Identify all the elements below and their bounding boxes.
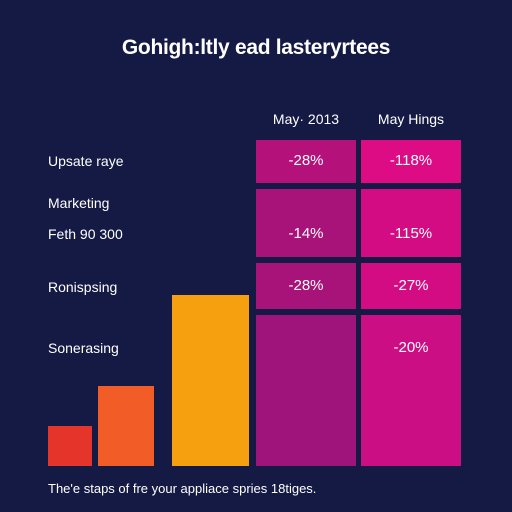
cell-2-2: -115% <box>361 189 461 257</box>
row-label-feth: Feth 90 300 <box>48 226 123 242</box>
bar-large <box>172 295 249 466</box>
cell-1-1: -28% <box>256 140 356 183</box>
cell-3-2: -27% <box>361 263 461 309</box>
bar-medium <box>98 386 154 466</box>
cell-2-1-value: -14% <box>288 225 324 242</box>
column-header-1: May· 2013 <box>272 111 340 127</box>
cell-2-2-value: -115% <box>389 225 433 242</box>
cell-2-1: -14% <box>256 189 356 257</box>
cell-3-2-value: -27% <box>393 277 429 294</box>
cell-3-1: -28% <box>256 263 356 309</box>
cell-4-2: -20% <box>361 315 461 466</box>
row-label-upsate-raye: Upsate raye <box>48 153 124 169</box>
cell-3-1-value: -28% <box>288 277 324 294</box>
row-label-marketing: Marketing <box>48 195 110 211</box>
chart-title: Gohigh:ltly ead lasteryrtees <box>121 36 391 59</box>
bar-small <box>48 426 92 466</box>
column-header-2: May Hings <box>377 111 445 127</box>
row-label-ronispsing: Ronispsing <box>48 279 118 295</box>
row-label-sonerasing: Sonerasing <box>48 340 119 356</box>
cell-4-2-value: -20% <box>393 339 429 356</box>
cell-1-2: -118% <box>361 140 461 183</box>
cell-4-1 <box>256 315 356 466</box>
cell-1-2-value: -118% <box>389 152 433 169</box>
cell-1-1-value: -28% <box>288 152 324 169</box>
footnote: The'e staps of fre your appliace spries … <box>48 481 317 496</box>
